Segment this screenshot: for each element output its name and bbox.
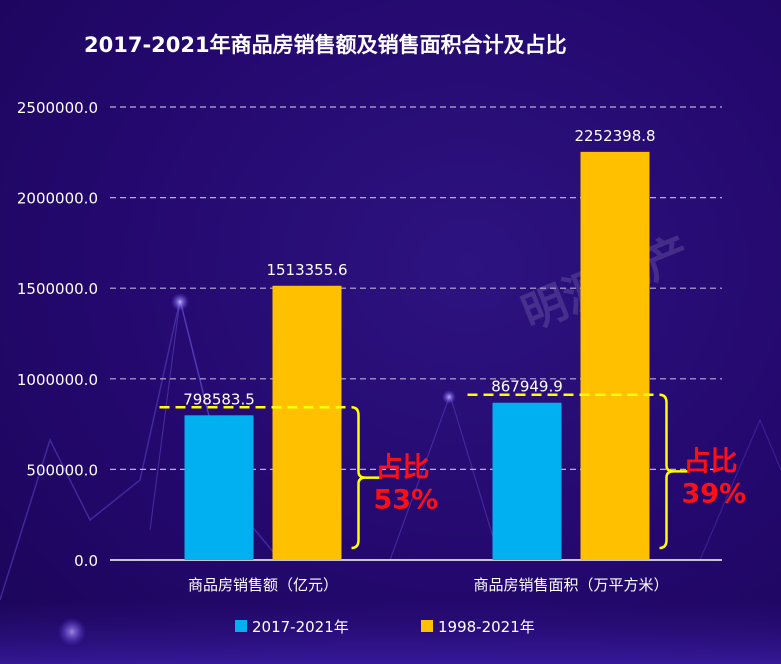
y-axis: 0.0 500000.0 1000000.0 1500000.0 2000000.0 25…	[17, 99, 98, 570]
data-labels: 798583.5 1513355.6 867949.9 2252398.8	[183, 127, 655, 408]
legend-label: 2017-2021年	[252, 618, 349, 636]
data-label: 867949.9	[491, 378, 563, 396]
chart-title: 2017-2021年商品房销售额及销售面积合计及占比	[84, 33, 567, 57]
y-tick-label: 500000.0	[26, 461, 98, 479]
legend-label: 1998-2021年	[438, 618, 535, 636]
data-label: 2252398.8	[574, 127, 655, 145]
x-tick-label: 商品房销售面积（万平方米）	[473, 576, 668, 594]
y-tick-label: 2500000.0	[17, 99, 98, 117]
bars	[184, 151, 650, 560]
data-label: 1513355.6	[266, 261, 347, 279]
ratio-label-title: 占比	[376, 453, 430, 484]
x-tick-label: 商品房销售额（亿元）	[188, 576, 338, 594]
ratio-label-title: 占比	[684, 446, 738, 477]
y-tick-label: 1000000.0	[17, 371, 98, 389]
y-tick-label: 2000000.0	[17, 190, 98, 208]
ratio-bracket	[659, 393, 674, 550]
legend: 2017-2021年 1998-2021年	[235, 618, 535, 636]
background-decoration: 明源地产	[0, 227, 781, 664]
legend-swatch	[421, 620, 433, 632]
bar	[272, 285, 342, 560]
bar	[184, 415, 254, 560]
ratio-label-value: 53%	[374, 485, 439, 516]
bar	[580, 151, 650, 560]
y-tick-label: 1500000.0	[17, 280, 98, 298]
ratio-bracket	[351, 406, 366, 550]
bar	[492, 402, 562, 560]
ratio-label-value: 39%	[682, 478, 747, 509]
y-tick-label: 0.0	[74, 552, 98, 570]
data-label: 798583.5	[183, 390, 255, 408]
legend-swatch	[235, 620, 247, 632]
category-labels: 商品房销售额（亿元） 商品房销售面积（万平方米）	[188, 576, 669, 594]
